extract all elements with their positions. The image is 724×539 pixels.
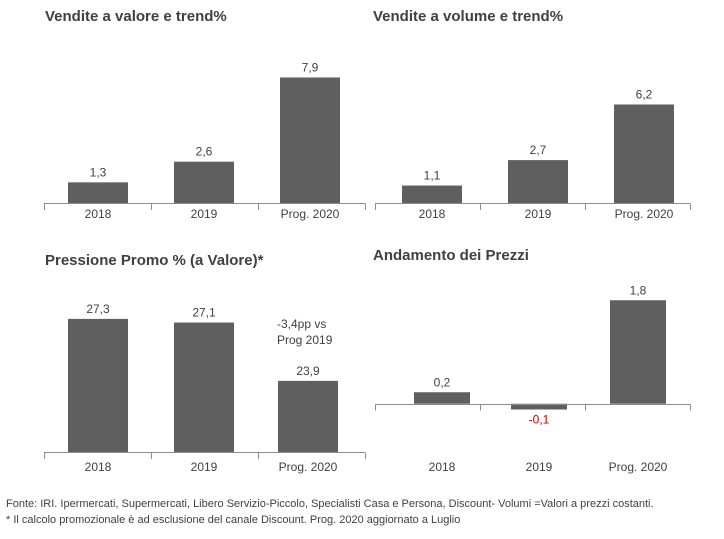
bar-3-2 [610,300,666,404]
bar-1-2 [614,104,674,203]
chart-title-vendite-volume: Vendite a volume e trend% [373,8,564,25]
footer-source: Fonte: IRI. Ipermercati, Supermercati, L… [6,496,724,528]
tick-label-3-2: Prog. 2020 [609,460,668,474]
data-label-3-0: 0,2 [434,375,451,389]
tick-label-1-1: 2019 [525,207,552,221]
bar-0-2 [280,77,340,203]
bar-2-0 [68,318,128,452]
tick-label-2-2: Prog. 2020 [279,460,338,474]
chart-title-andamento-prezzi: Andamento dei Prezzi [373,247,529,264]
data-label-3-2: 1,8 [630,283,647,297]
data-label-2-1: 27,1 [192,306,216,320]
tick-label-0-2: Prog. 2020 [281,207,340,221]
data-label-3-1: -0,1 [529,413,550,427]
data-label-2-0: 27,3 [86,302,110,316]
tick-label-1-0: 2018 [419,207,446,221]
data-label-0-1: 2,6 [196,145,213,159]
tick-label-2-1: 2019 [191,460,218,474]
data-label-0-0: 1,3 [90,165,107,179]
data-label-1-1: 2,7 [530,143,547,157]
chart-title-vendite-valore: Vendite a valore e trend% [45,8,227,25]
bar-3-1 [511,403,567,410]
data-label-1-0: 1,1 [424,169,441,183]
tick-label-0-0: 2018 [85,207,112,221]
data-label-1-2: 6,2 [636,87,653,101]
chart-title-pressione-promo: Pressione Promo % (a Valore)* [45,252,264,269]
bar-2-1 [174,322,234,452]
tick-label-2-0: 2018 [85,460,112,474]
footer-line-2: * Il calcolo promozionale è ad esclusion… [6,514,461,526]
footer-line-1: Fonte: IRI. Ipermercati, Supermercati, L… [6,498,654,510]
bar-1-0 [402,185,462,203]
promo-annotation: -3,4pp vs Prog 2019 [277,317,333,347]
bar-0-0 [68,182,128,203]
bar-1-1 [508,160,568,203]
bar-3-0 [414,392,470,404]
tick-label-3-1: 2019 [526,460,553,474]
bar-2-2 [278,380,338,452]
tick-label-1-2: Prog. 2020 [615,207,674,221]
data-label-0-2: 7,9 [302,60,319,74]
tick-label-3-0: 2018 [429,460,456,474]
tick-label-0-1: 2019 [191,207,218,221]
data-label-2-2: 23,9 [296,364,320,378]
bar-0-1 [174,161,234,203]
